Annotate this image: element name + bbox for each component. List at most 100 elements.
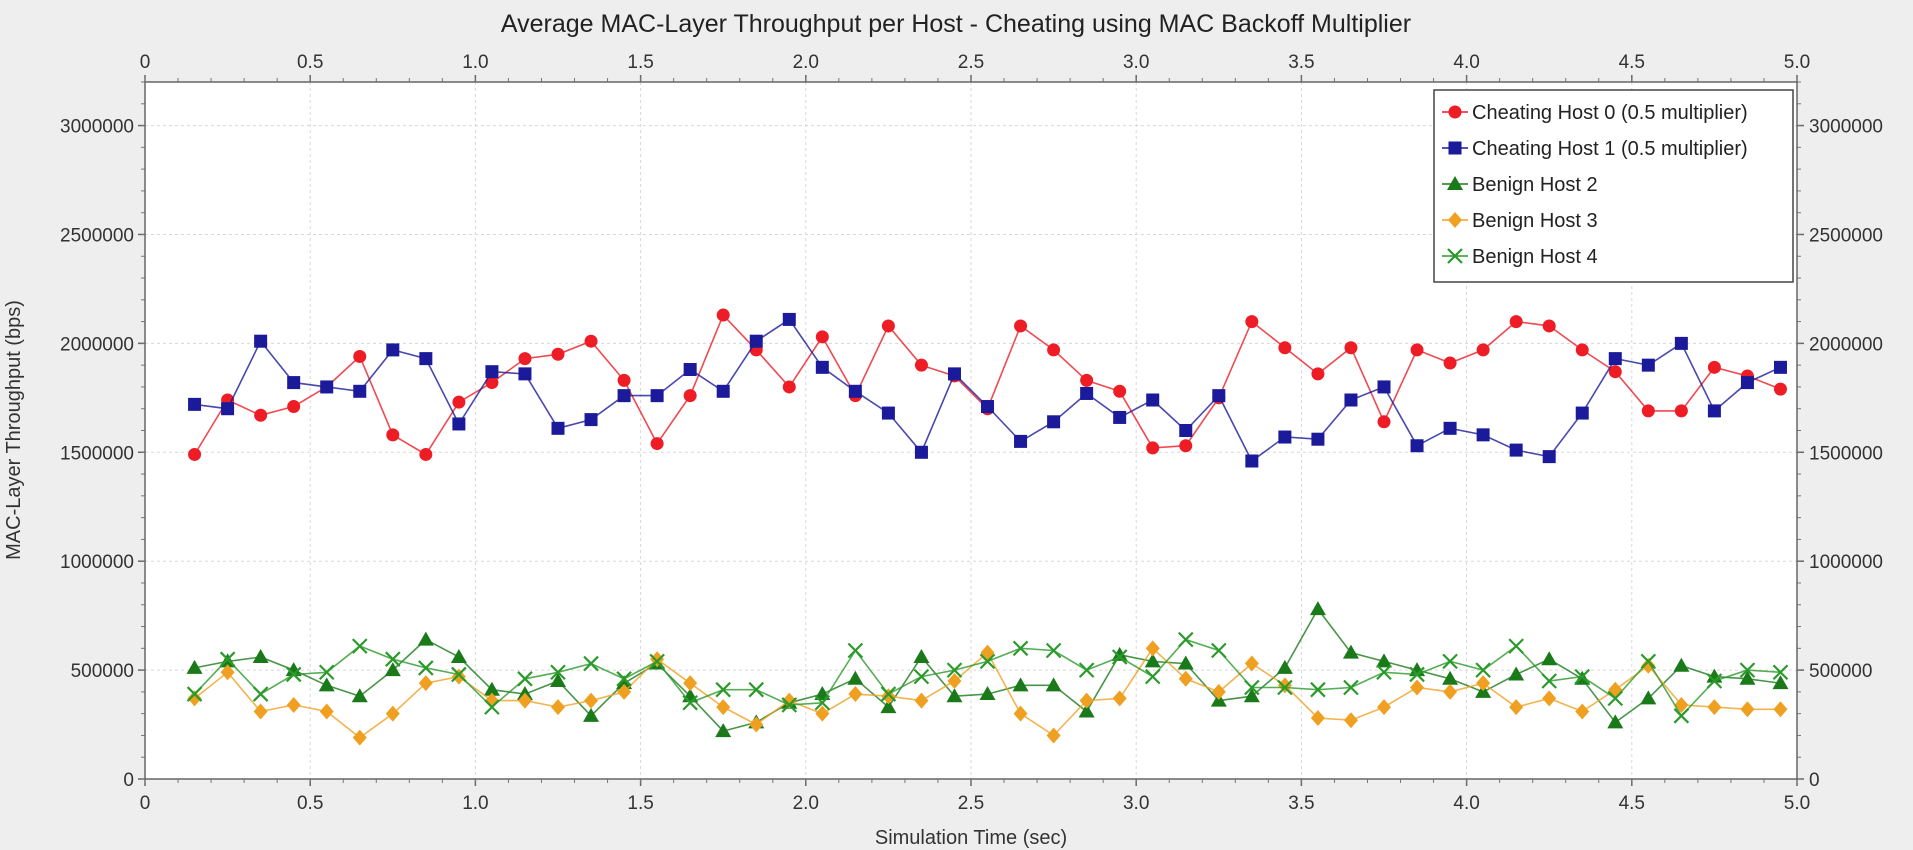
series-3-point (418, 675, 433, 692)
y-tick-label-right: 2000000 (1809, 334, 1883, 355)
series-2-point (616, 675, 633, 690)
x-tick-label-top: 0.5 (297, 52, 323, 73)
series-2-point (483, 681, 500, 696)
series-1-point (947, 367, 961, 381)
series-2-point (946, 688, 963, 703)
series-0-point (1047, 343, 1061, 357)
series-4-point (418, 660, 434, 676)
series-0-point (1575, 343, 1589, 357)
series-0-point (716, 308, 730, 322)
series-4-point (1409, 666, 1425, 683)
x-tick-label-top: 1.5 (627, 52, 653, 73)
series-4-point (616, 671, 632, 687)
legend-label-1: Cheating Host 1 (0.5 multiplier) (1472, 138, 1748, 160)
series-4-point (847, 642, 864, 659)
x-tick-label: 0.5 (297, 793, 323, 814)
y-tick-label: 0 (123, 770, 134, 791)
legend-label-3: Benign Host 3 (1472, 210, 1598, 232)
series-0-point (419, 447, 433, 461)
series-1-point (1476, 428, 1490, 442)
series-4-point (1343, 679, 1359, 696)
series-0-point (1674, 404, 1688, 418)
series-1-point (188, 397, 202, 411)
series-1-point (815, 360, 829, 374)
series-3-point (1112, 690, 1127, 707)
series-4-point (979, 653, 996, 670)
series-4-point (1376, 664, 1392, 681)
series-3-point (1013, 705, 1028, 722)
series-4-point (451, 666, 467, 683)
series-2-point (979, 686, 996, 701)
x-tick-label: 3.5 (1288, 793, 1314, 814)
series-3-point (1046, 727, 1061, 744)
series-4-point (781, 697, 798, 713)
series-4-point (1541, 673, 1557, 689)
series-1-point (386, 343, 400, 357)
series-4-point (1607, 690, 1624, 707)
series-2-point (550, 672, 566, 687)
series-2-point (1078, 703, 1095, 718)
series-2-point (847, 670, 864, 685)
y-tick-label: 2000000 (60, 334, 134, 355)
series-0-point (1311, 367, 1325, 381)
x-tick-label-top: 3.0 (1123, 52, 1149, 73)
series-3-point (1542, 690, 1557, 707)
series-3-point (1244, 655, 1259, 672)
y-tick-label-right: 3000000 (1809, 117, 1883, 138)
series-1-point (452, 417, 466, 431)
series-2-point (1309, 601, 1326, 616)
series-3-point (815, 705, 830, 722)
series-2-point (1607, 714, 1624, 729)
series-4-point (484, 699, 500, 715)
series-0-point (650, 437, 664, 451)
series-2-point (1673, 657, 1690, 672)
series-1-point (1113, 410, 1127, 424)
series-0-point (1377, 415, 1391, 429)
series-4-point (1012, 640, 1029, 657)
series-4-point (1078, 662, 1095, 678)
series-1-point (584, 413, 598, 427)
y-tick-label: 3000000 (60, 117, 134, 138)
series-3-point (683, 675, 698, 692)
series-0-point (1542, 319, 1556, 333)
series-3-point (1343, 712, 1358, 729)
series-0-point (1278, 341, 1292, 355)
x-tick-label: 0 (140, 793, 151, 814)
series-1-point (287, 376, 301, 390)
series-3-point (451, 668, 466, 685)
series-4-point (715, 681, 731, 698)
x-tick-label-top: 5.0 (1784, 52, 1810, 73)
series-2-point (1772, 675, 1789, 690)
series-2-point (1376, 653, 1392, 668)
series-0-point (1773, 382, 1787, 396)
series-2-point (1243, 688, 1260, 703)
series-1-point (1575, 406, 1589, 420)
series-2-point (1442, 670, 1459, 685)
legend-box (1433, 89, 1794, 283)
series-4-point (1177, 631, 1194, 648)
series-1-point (1047, 415, 1061, 429)
x-tick-label-top: 1.0 (462, 52, 488, 73)
x-tick-label-top: 2.5 (958, 52, 984, 73)
series-1-point (221, 402, 235, 416)
x-tick-label-top: 4.0 (1453, 52, 1479, 73)
series-4-point (1144, 668, 1161, 685)
series-2-point (450, 649, 467, 664)
series-2-point (252, 649, 269, 664)
series-4-point (1772, 664, 1789, 681)
series-4-point (1277, 679, 1293, 696)
series-4-point (252, 686, 269, 702)
series-3-point (1740, 701, 1755, 718)
series-2-point (1177, 655, 1194, 670)
series-4-point (1508, 638, 1524, 654)
series-1-point (320, 380, 334, 394)
x-tick-label-top: 2.0 (793, 52, 819, 73)
series-3-point (947, 672, 962, 689)
series-1-point (1344, 393, 1358, 407)
series-4-point (649, 653, 665, 670)
series-1-point (551, 421, 565, 435)
series-2-point (384, 662, 401, 677)
series-1-point (419, 352, 433, 366)
series-1-point (1707, 404, 1721, 418)
series-4-point (1739, 662, 1756, 678)
